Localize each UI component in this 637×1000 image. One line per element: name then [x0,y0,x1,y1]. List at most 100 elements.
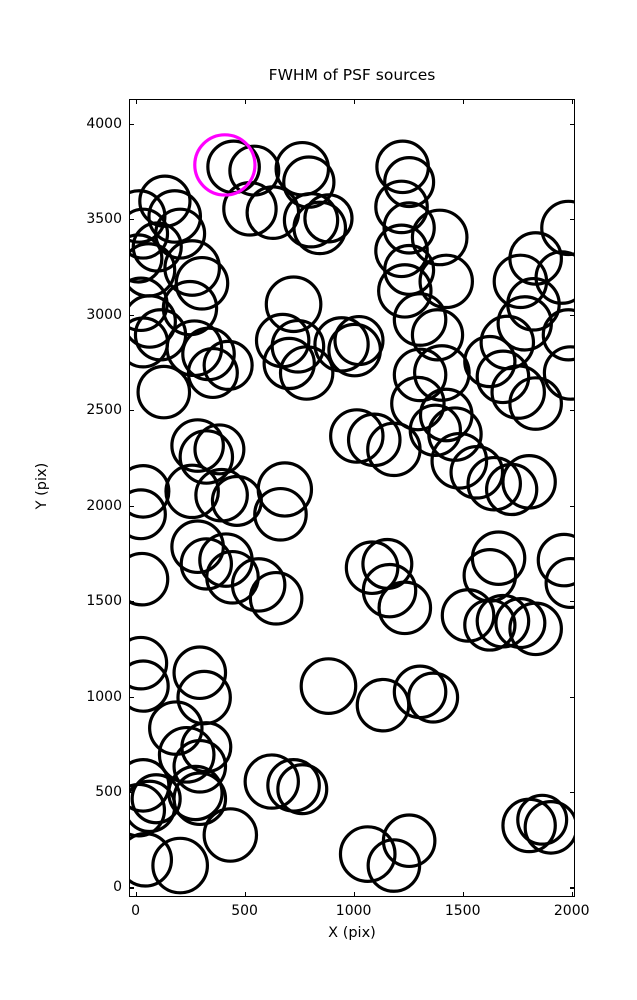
psf-source-circle [174,255,230,311]
psf-source-circle [130,832,174,888]
psf-source-circle [164,463,220,520]
psf-source-circle [163,239,222,297]
psf-source-circle [256,461,314,518]
psf-source-circle [130,773,182,825]
y-tick-mark-right [570,314,575,316]
psf-source-circle [462,548,518,603]
psf-source-circle [449,444,505,500]
psf-source-circle [407,671,460,724]
psf-source-circle [361,562,418,619]
psf-source-circle [178,429,235,485]
psf-source-circle [382,201,436,255]
psf-source-circle [133,308,188,362]
psf-source-circle [383,243,436,296]
psf-source-circle [338,825,397,883]
psf-source-circle [355,677,411,733]
psf-source-circle [202,339,254,391]
psf-source-circle [523,800,574,855]
psf-source-circle [299,657,358,715]
psf-source-circle [172,645,228,701]
psf-source-circle [147,189,203,244]
psf-source-circle [303,193,354,244]
psf-source-circle [154,207,207,260]
y-tick-label: 0 [113,879,122,896]
psf-source-circle [540,199,574,257]
psf-source-circle [418,253,474,310]
psf-source-circle [130,635,169,691]
psf-source-circle [180,721,233,774]
psf-source-circle [151,836,210,895]
psf-source-circle [475,349,531,405]
page-title: FWHM of PSF sources [268,66,436,84]
psf-source-circle [508,376,563,431]
psf-source-circle [282,192,340,249]
axes-frame [129,99,575,897]
psf-source-circle [130,488,167,541]
psf-source-circle [130,659,170,713]
psf-source-circle [333,314,385,367]
psf-source-circle [130,294,177,349]
y-tick-label: 2500 [86,402,122,419]
psf-source-circle [138,174,192,228]
y-tick-mark-right [570,123,575,125]
y-tick-mark [129,887,134,889]
x-tick-mark-top [462,99,464,104]
y-tick-mark [129,505,134,507]
psf-source-circle [494,597,547,650]
psf-source-circle [410,208,469,267]
x-tick-label: 1000 [335,903,372,919]
y-tick-label: 1500 [86,593,122,610]
psf-source-circle [172,738,228,794]
x-tick-label: 1500 [444,903,481,919]
y-tick-mark [129,696,134,698]
psf-source-circle [202,807,259,863]
psf-source-circle [205,549,260,605]
psf-source-circle [490,364,546,420]
y-tick-label: 1000 [86,688,122,705]
psf-source-circle [243,753,300,810]
y-tick-label: 4000 [86,115,122,132]
psf-source-circle [516,793,569,846]
plot-axes [129,99,575,897]
psf-source-circle [130,276,169,333]
x-tick-mark [571,892,573,897]
psf-source-circle [329,408,385,464]
y-tick-mark [129,314,134,316]
psf-source-circle [377,580,433,636]
psf-source-circle [374,179,429,235]
psf-source-circle [193,133,257,197]
psf-source-circle [377,263,433,319]
x-tick-mark-top [135,99,137,104]
psf-source-circle [248,570,304,626]
psf-source-circle [130,758,171,813]
psf-source-circle [136,364,192,420]
psf-source-circle [392,347,448,403]
psf-source-circle [475,593,531,649]
x-tick-mark-top [571,99,573,104]
y-tick-label: 3500 [86,211,122,228]
psf-source-circle [374,223,429,279]
psf-source-circle [410,308,465,362]
x-tick-label: 0 [131,903,140,919]
psf-source-circle [501,454,557,510]
psf-source-circle [170,418,225,473]
y-tick-mark-right [570,505,575,507]
psf-source-circle [541,308,574,362]
y-tick-mark [129,792,134,794]
psf-source-circle [508,601,563,657]
psf-source-circle [344,540,400,596]
psf-source-circle [463,334,517,389]
x-tick-mark [353,892,355,897]
psf-source-circle [193,423,246,476]
x-tick-label: 2000 [553,903,590,919]
psf-source-circle [264,275,323,334]
psf-source-circle [179,537,234,591]
x-axis-label: X (pix) [328,925,376,941]
psf-source-circle [534,250,574,305]
scatter-plot [130,133,574,895]
y-tick-mark-right [570,219,575,221]
psf-source-circle [542,345,574,401]
psf-source-circle [130,779,177,834]
psf-source-circle [390,375,446,432]
